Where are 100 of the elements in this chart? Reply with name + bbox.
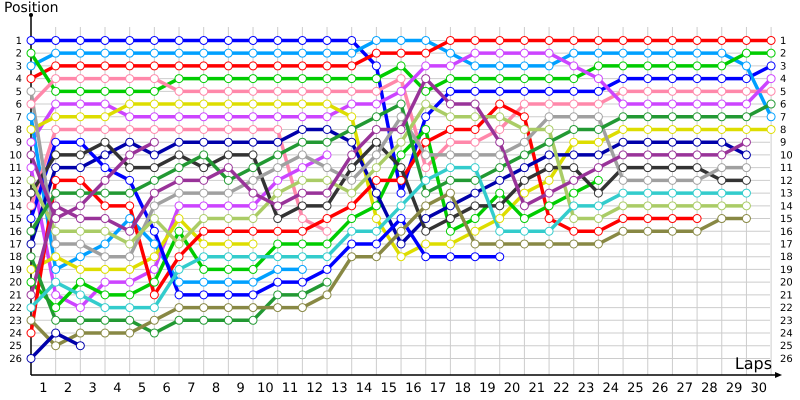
point	[273, 163, 282, 172]
point	[618, 112, 628, 122]
point	[51, 74, 60, 84]
point	[76, 290, 85, 300]
point	[76, 316, 85, 325]
point	[224, 316, 233, 325]
point	[26, 163, 36, 172]
point	[742, 100, 751, 109]
point	[199, 188, 208, 198]
point	[618, 201, 628, 210]
point	[273, 74, 282, 84]
point	[174, 226, 184, 236]
point	[51, 86, 60, 96]
point	[742, 124, 751, 134]
point	[248, 124, 258, 134]
y-tick-label: 1	[16, 36, 22, 47]
point	[51, 278, 60, 287]
point	[446, 176, 455, 185]
point	[692, 112, 702, 122]
point	[248, 252, 258, 262]
point	[372, 86, 381, 96]
point	[421, 138, 430, 147]
point	[150, 264, 159, 274]
point	[199, 239, 208, 248]
point	[668, 201, 677, 210]
point	[495, 239, 504, 248]
point	[766, 124, 776, 134]
point	[470, 61, 480, 70]
point	[322, 290, 332, 300]
point	[421, 201, 430, 210]
point	[495, 48, 504, 58]
point	[372, 48, 381, 58]
point	[594, 61, 603, 70]
point	[100, 252, 110, 262]
point	[421, 48, 430, 58]
x-tick-label: 23	[578, 381, 594, 396]
x-tick-label: 18	[454, 381, 471, 396]
y-tick-label: 13	[9, 188, 22, 200]
point	[520, 36, 529, 45]
point	[668, 188, 677, 198]
point	[544, 226, 554, 236]
point	[643, 61, 652, 70]
point	[248, 61, 258, 70]
point	[643, 188, 652, 198]
point	[51, 239, 60, 248]
point	[51, 290, 60, 300]
point	[396, 48, 406, 58]
point	[692, 214, 702, 224]
point	[372, 61, 381, 70]
point	[569, 100, 578, 109]
point	[224, 239, 233, 248]
point	[273, 48, 282, 58]
point	[742, 163, 751, 172]
point	[224, 100, 233, 109]
point	[470, 74, 480, 84]
point	[322, 150, 332, 160]
point	[594, 188, 603, 198]
point	[322, 74, 332, 84]
point	[76, 303, 85, 312]
point	[618, 214, 628, 224]
x-tick-label: 21	[528, 381, 546, 396]
point	[446, 226, 455, 236]
point	[224, 176, 233, 185]
point	[372, 188, 381, 198]
y-tick-label: 24	[9, 328, 22, 340]
y-tick-label: 14	[9, 201, 22, 212]
point	[692, 188, 702, 198]
point	[594, 74, 603, 84]
point	[446, 86, 455, 96]
point	[594, 163, 603, 172]
point	[742, 74, 751, 84]
point	[470, 138, 480, 147]
point	[125, 239, 134, 248]
point	[544, 163, 554, 172]
y-tick-label: 8	[16, 124, 22, 136]
x-tick-label: 26	[652, 381, 668, 396]
point	[150, 36, 159, 45]
point	[643, 100, 652, 109]
point	[150, 278, 159, 287]
x-tick-label: 5	[138, 381, 146, 396]
y-tick-label: 25	[9, 341, 22, 352]
point	[150, 252, 159, 262]
y2-tick-label: 18	[780, 252, 793, 264]
point	[322, 36, 332, 45]
point	[224, 138, 233, 147]
point	[569, 86, 578, 96]
point	[298, 214, 307, 224]
y2-tick-label: 21	[780, 290, 793, 302]
point	[520, 163, 529, 172]
point	[26, 303, 36, 312]
y2-tick-label: 17	[780, 239, 793, 250]
point	[717, 48, 726, 58]
y-tick-label: 6	[16, 100, 22, 111]
point	[692, 36, 702, 45]
point	[742, 86, 751, 96]
point	[668, 36, 677, 45]
point	[150, 138, 159, 147]
point	[618, 100, 628, 109]
y-tick-label: 20	[9, 278, 22, 289]
y2-tick-label: 7	[780, 112, 786, 124]
